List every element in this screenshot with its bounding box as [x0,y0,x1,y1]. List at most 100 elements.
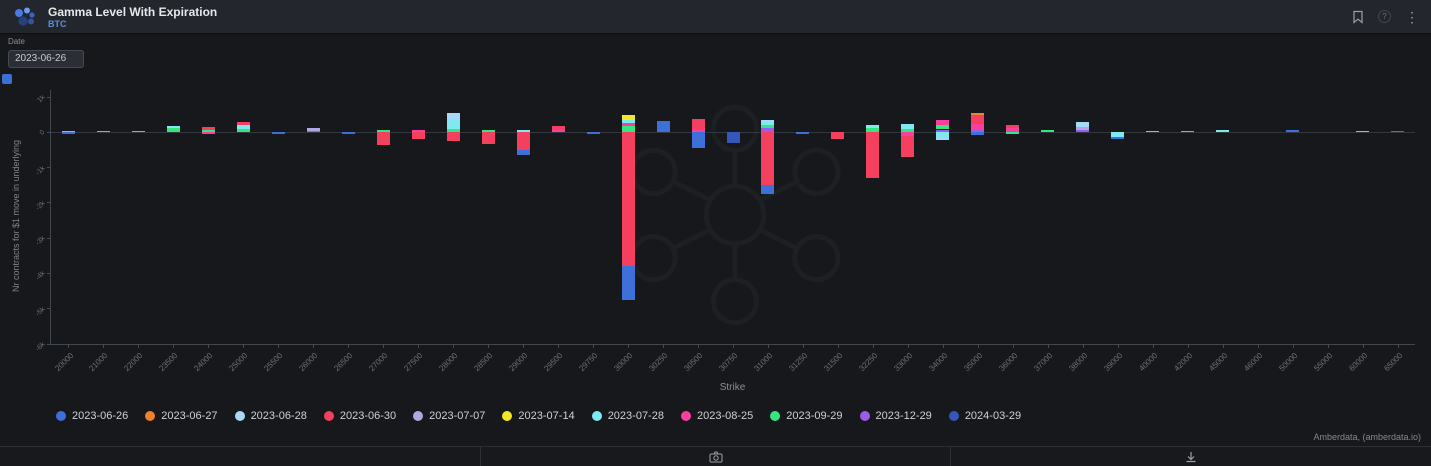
bar-segment[interactable] [1216,130,1230,133]
bar-segment[interactable] [481,132,495,144]
bar-segment[interactable] [1111,136,1125,140]
bar-segment[interactable] [411,132,425,140]
camera-icon[interactable] [709,451,723,463]
bar-segment[interactable] [1041,130,1055,133]
bar-segment[interactable] [761,124,775,129]
bar-segment[interactable] [1356,130,1370,133]
bar-segment[interactable] [971,129,985,133]
bar-segment[interactable] [131,130,145,133]
bar-segment[interactable] [796,132,810,134]
bar-segment[interactable] [936,132,950,138]
bar-segment[interactable] [691,129,705,133]
bar-segment[interactable] [621,132,635,267]
legend-item[interactable]: 2023-07-07 [413,410,485,422]
bar-segment[interactable] [1146,130,1160,133]
bar-segment[interactable] [621,119,635,124]
legend-item[interactable]: 2023-12-29 [859,410,932,422]
date-input[interactable] [8,49,84,68]
bar-segment[interactable] [61,130,75,133]
bar-segment[interactable] [236,121,250,125]
bar-segment[interactable] [236,124,250,129]
legend-item[interactable]: 2023-08-25 [680,410,753,422]
bar-segment[interactable] [866,125,880,129]
bar-segment[interactable] [971,112,985,115]
legend-item[interactable]: 2023-07-14 [502,410,575,422]
bar-segment[interactable] [516,149,530,156]
bar-segment[interactable] [936,129,950,133]
bar-segment[interactable] [901,135,915,158]
bar-segment[interactable] [901,128,915,133]
bar-segment[interactable] [376,132,390,145]
bar-segment[interactable] [936,137,950,140]
bar-segment[interactable] [1076,122,1090,128]
bar-segment[interactable] [761,128,775,133]
bar-segment[interactable] [971,123,985,130]
bar-segment[interactable] [866,128,880,133]
bar-segment[interactable] [656,121,670,133]
bar-segment[interactable] [971,132,985,136]
bar-segment[interactable] [621,266,635,300]
bar-segment[interactable] [271,132,285,134]
bar-segment[interactable] [1181,130,1195,133]
legend-item[interactable]: 2024-03-29 [948,410,1021,422]
bar-segment[interactable] [1006,128,1020,133]
bar-segment[interactable] [306,130,320,133]
bar-segment[interactable] [691,118,705,130]
legend-item[interactable]: 2023-06-28 [234,410,307,422]
bar-segment[interactable] [411,130,425,133]
bar-segment[interactable] [481,130,495,133]
bar-segment[interactable] [936,119,950,126]
bar-segment[interactable] [901,132,915,136]
kebab-menu-icon[interactable]: ⋮ [1405,10,1419,24]
bar-segment[interactable] [236,128,250,133]
bookmark-icon[interactable] [1352,10,1364,24]
bar-segment[interactable] [586,132,600,135]
bar-segment[interactable] [901,123,915,129]
bar-segment[interactable] [96,130,110,133]
bar-segment[interactable] [1286,129,1300,133]
bar-segment[interactable] [761,121,775,125]
bar-segment[interactable] [726,132,740,143]
bar-segment[interactable] [761,185,775,195]
bar-segment[interactable] [1391,130,1404,133]
bar-segment[interactable] [166,128,180,133]
bar-segment[interactable] [1076,127,1090,131]
bar-segment[interactable] [621,125,635,133]
bar-segment[interactable] [551,125,565,131]
bar-segment[interactable] [341,132,355,135]
download-icon[interactable] [1185,451,1197,463]
bar-segment[interactable] [1006,125,1020,129]
legend-item[interactable]: 2023-07-28 [591,410,664,422]
bar-segment[interactable] [446,128,460,133]
bar-segment[interactable] [866,132,880,179]
bar-segment[interactable] [61,132,75,135]
bar-segment[interactable] [446,132,460,142]
bar-segment[interactable] [201,130,215,133]
legend-item[interactable]: 2023-06-27 [145,410,218,422]
bar-segment[interactable] [376,130,390,133]
bar-segment[interactable] [1076,130,1090,133]
bar-segment[interactable] [1006,132,1020,135]
bar-segment[interactable] [936,125,950,130]
legend-item[interactable]: 2023-06-26 [56,410,128,422]
chart-settings-icon[interactable] [2,74,12,84]
bar-segment[interactable] [166,125,180,129]
bar-segment[interactable] [201,132,215,135]
bar-segment[interactable] [201,127,215,131]
bar-segment[interactable] [621,115,635,120]
bar-segment[interactable] [306,128,320,131]
bar-segment[interactable] [551,130,565,133]
bar-segment[interactable] [1111,132,1125,137]
bar-segment[interactable] [971,114,985,124]
bar-segment[interactable] [761,119,775,122]
bar-segment[interactable] [446,118,460,129]
bar-segment[interactable] [761,132,775,186]
bar-segment[interactable] [446,113,460,119]
legend-item[interactable]: 2023-09-29 [770,410,843,422]
bar-segment[interactable] [691,132,705,149]
bar-segment[interactable] [831,132,845,139]
bar-segment[interactable] [516,132,530,150]
bar-segment[interactable] [621,123,635,126]
help-icon[interactable]: ? [1378,10,1391,23]
legend-item[interactable]: 2023-06-30 [323,410,396,422]
